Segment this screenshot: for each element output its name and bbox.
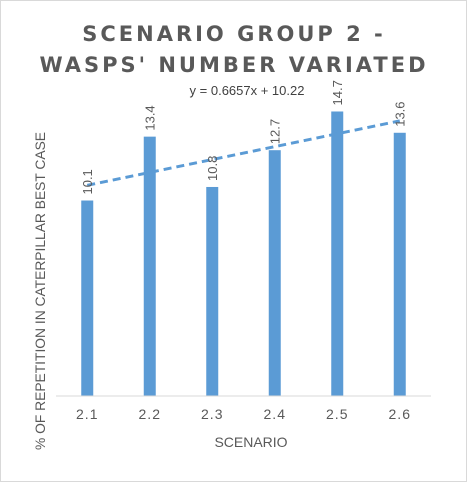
chart-title-line1: SCENARIO GROUP 2 - (82, 22, 386, 46)
x-tick-label-2.2: 2.2 (139, 406, 161, 422)
bar-2.5 (331, 111, 344, 396)
y-axis-title: % OF REPETITION IN CATERPILLAR BEST CASE (32, 132, 48, 450)
data-label-2.4: 12.7 (268, 119, 283, 144)
bar-2.3 (206, 186, 219, 396)
x-tick-labels-group: 2.1 2.2 2.3 2.4 2.5 2.6 (76, 406, 411, 422)
x-axis-title: SCENARIO (214, 434, 287, 450)
data-label-2.1: 10.1 (80, 169, 95, 194)
trendline-equation: y = 0.6657x + 10.22 (190, 83, 305, 98)
bars-group (81, 111, 406, 397)
bar-2.6 (393, 132, 406, 396)
x-tick-label-2.5: 2.5 (326, 406, 348, 422)
x-tick-label-2.6: 2.6 (389, 406, 411, 422)
bar-2.4 (268, 150, 281, 396)
bar-2.2 (143, 136, 156, 397)
x-tick-label-2.4: 2.4 (264, 406, 286, 422)
bar-2.1 (81, 200, 94, 396)
data-label-2.3: 10.8 (205, 156, 220, 181)
trendline-group (86, 119, 401, 187)
data-label-2.6: 13.6 (393, 101, 408, 126)
x-tick-label-2.1: 2.1 (76, 406, 98, 422)
data-label-2.2: 13.4 (143, 105, 158, 130)
chart-title-line2: WASPS' NUMBER VARIATED (40, 53, 429, 77)
data-label-2.5: 14.7 (330, 80, 345, 105)
trendline (86, 119, 401, 187)
x-tick-label-2.3: 2.3 (201, 406, 223, 422)
data-labels-group: 10.1 13.4 10.8 12.7 14.7 13.6 (80, 80, 408, 194)
